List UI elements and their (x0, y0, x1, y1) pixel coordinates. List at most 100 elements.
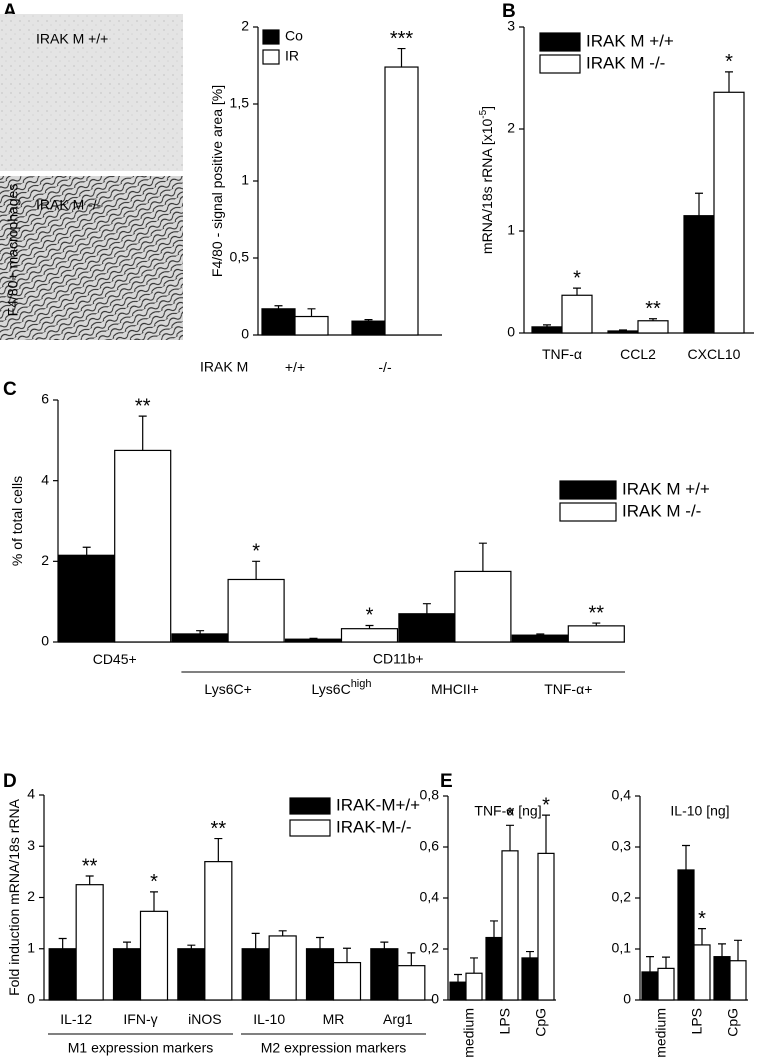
bar (204, 861, 233, 1001)
error-bar (422, 603, 431, 614)
legend-swatch (289, 819, 331, 837)
bar (58, 554, 116, 643)
y-tick-label: 0,8 (420, 787, 440, 803)
significance: ** (211, 818, 227, 840)
bar (607, 330, 639, 334)
error-bar (662, 956, 670, 969)
y-tick-label: 0,2 (420, 940, 440, 956)
bar (531, 326, 563, 334)
error-bar (478, 542, 487, 572)
y-tick-label: 2 (507, 120, 515, 136)
x-tick-label: Lys6Chigh (312, 678, 372, 697)
bar (677, 869, 695, 1001)
error-bar (526, 950, 534, 958)
y-tick-label: 4 (41, 471, 49, 487)
x-tick-label-text: TNF-α+ (544, 681, 592, 697)
significance: * (542, 794, 550, 816)
significance: * (506, 805, 514, 827)
y-tick-label: 0,3 (612, 838, 632, 854)
legend-label: IRAK M -/- (622, 501, 701, 520)
error-bar (649, 318, 657, 321)
error-bar (343, 947, 351, 963)
error-bar (252, 560, 261, 580)
x-tick-label: Arg1 (383, 1011, 413, 1027)
error-bar (307, 308, 316, 317)
micrograph-ylabel: F4/80+ macrophages (5, 184, 21, 317)
bar (268, 935, 297, 1001)
bar (284, 638, 343, 643)
legend-label: Co (285, 28, 303, 44)
bar (227, 578, 285, 643)
y-tick-label: 0 (431, 991, 439, 1007)
error-bar (274, 305, 283, 309)
bar (521, 957, 539, 1001)
error-bar (619, 329, 627, 331)
panel-label: E (440, 771, 453, 792)
bar (114, 449, 172, 643)
bar (561, 294, 593, 334)
micrograph-label: IRAK M +/+ (36, 31, 108, 47)
y-tick-label: 1 (27, 939, 35, 955)
panel-label: B (502, 1, 516, 22)
x-tick-label-text: CCL2 (620, 346, 656, 362)
error-bar (543, 324, 551, 327)
y-tick-label: 3 (507, 18, 515, 34)
bar (139, 910, 169, 1001)
chart-title: TNF-α [ng] (474, 803, 541, 819)
chart-title: IL-10 [ng] (670, 803, 729, 819)
significance: * (252, 541, 260, 563)
bar (501, 850, 519, 1001)
x-tick-label-text: MR (323, 1011, 345, 1027)
y-tick-label: 2 (27, 888, 35, 904)
group-label: CD11b+ (373, 651, 424, 667)
error-bar (380, 941, 389, 949)
legend-swatch (539, 54, 581, 74)
x-tick-label-text: CD45+ (93, 651, 137, 667)
y-tick-label: 6 (41, 391, 49, 407)
x-tick-label-text: Arg1 (383, 1011, 413, 1027)
x-tick-label-text: MHCII+ (431, 681, 479, 697)
bar (305, 948, 335, 1001)
x-tick-label-text: CXCL10 (688, 346, 741, 362)
micrograph (0, 176, 183, 340)
x-tick-label: TNF-α+ (544, 681, 592, 697)
y-axis-label: mRNA/18s rRNA [x10-5] (478, 106, 495, 254)
legend-swatch (289, 797, 331, 815)
x-tick-label: CpG (533, 1008, 549, 1037)
error-bar (470, 957, 478, 974)
error-bar (316, 936, 324, 949)
error-bar (85, 875, 94, 885)
bar (112, 948, 142, 1001)
legend-label: IRAK-M-/- (336, 817, 412, 836)
significance: ** (645, 298, 661, 320)
y-tick-label: 1 (507, 222, 515, 238)
significance: * (366, 605, 374, 627)
x-tick-label-text: IL-10 (253, 1011, 285, 1027)
y-tick-label: 1 (241, 172, 249, 188)
bar (75, 884, 104, 1001)
x-tick-label-text: iNOS (188, 1011, 221, 1027)
x-tick-label: CCL2 (620, 346, 656, 362)
bar (351, 320, 386, 336)
error-bar (725, 71, 733, 93)
x-tick-label: MR (323, 1011, 345, 1027)
bar (241, 948, 270, 1001)
significance: ** (589, 602, 605, 624)
group-label: M1 expression markers (68, 1040, 214, 1056)
x-tick-label: MHCII+ (431, 681, 479, 697)
y-tick-label: 2 (241, 18, 249, 34)
bar (370, 948, 399, 1001)
y-tick-label: 0,4 (420, 889, 440, 905)
bar (729, 960, 747, 1001)
legend-swatch (559, 480, 617, 500)
error-bar (695, 192, 703, 216)
x-row-label: IRAK M (200, 359, 248, 375)
legend-swatch (559, 502, 617, 522)
error-bar (592, 622, 601, 626)
x-tick-label: +/+ (285, 359, 305, 375)
error-bar (573, 287, 581, 296)
panel-label: C (3, 379, 17, 400)
bar (465, 972, 483, 1001)
x-tick-label: Lys6C+ (204, 681, 251, 697)
